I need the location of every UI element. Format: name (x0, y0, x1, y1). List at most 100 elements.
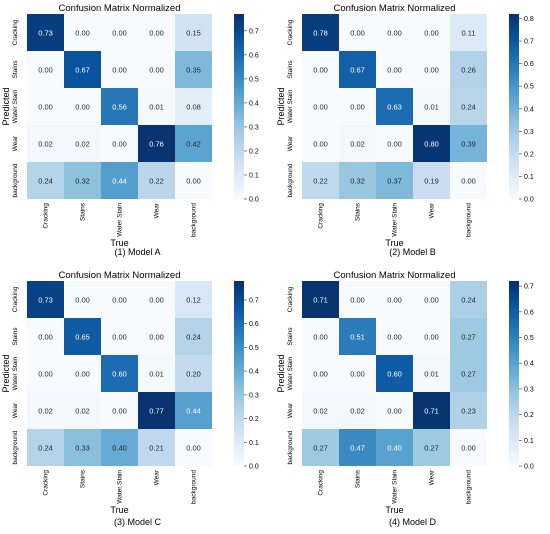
cell-value-label: 0.01 (424, 370, 439, 379)
cell-value-label: 0.00 (112, 407, 127, 416)
y-tick-label: Stains (287, 60, 294, 79)
x-tick-label: Water Stain (392, 470, 399, 504)
cell-value-label: 0.00 (313, 333, 328, 342)
cell-value-label: 0.20 (186, 370, 201, 379)
heatmap-cell (64, 355, 101, 392)
cell-value-label: 0.01 (424, 103, 439, 112)
cell-value-label: 0.40 (112, 444, 127, 453)
cell-value-label: 0.02 (350, 140, 365, 149)
cell-value-label: 0.33 (75, 444, 90, 453)
heatmap-cell (175, 14, 212, 51)
cell-value-label: 0.02 (38, 140, 53, 149)
x-tick-label: Water Stain (392, 203, 399, 237)
heatmap-cell (175, 281, 212, 318)
colorbar-tick-label: 0.0 (524, 197, 534, 204)
cell-value-label: 0.00 (424, 29, 439, 38)
heatmap-cell (27, 51, 64, 88)
cell-value-label: 0.32 (350, 177, 365, 186)
heatmap-cell (413, 355, 450, 392)
heatmap-cell (450, 429, 487, 466)
heatmap-cell (138, 88, 175, 125)
cell-value-label: 0.00 (112, 333, 127, 342)
cell-value-label: 0.27 (424, 444, 439, 453)
cell-value-label: 0.00 (38, 103, 53, 112)
y-tick-label: Water Stain (287, 356, 294, 390)
colorbar-tick-label: 0.5 (524, 84, 534, 91)
cell-value-label: 0.00 (38, 66, 53, 75)
heatmap-cell (27, 355, 64, 392)
heatmap-cell (101, 162, 138, 199)
y-axis-label: Predicted (1, 354, 11, 392)
cell-value-label: 0.78 (313, 29, 328, 38)
colorbar-tick-label: 0.7 (524, 39, 534, 46)
y-tick-label: background (287, 163, 294, 197)
heatmap-cell (101, 429, 138, 466)
colorbar-tick-label: 0.3 (249, 124, 259, 131)
cell-value-label: 0.77 (149, 407, 164, 416)
x-tick-label: background (191, 470, 198, 504)
cell-value-label: 0.02 (38, 407, 53, 416)
heatmap-cell (138, 429, 175, 466)
cell-value-label: 0.00 (387, 66, 402, 75)
x-tick-label: background (466, 470, 473, 504)
chart-title: Confusion Matrix Normalized (334, 3, 456, 14)
heatmap-cell (64, 429, 101, 466)
cell-value-label: 0.60 (112, 370, 127, 379)
heatmap-cell (339, 281, 376, 318)
heatmap-cell (413, 281, 450, 318)
chart-caption: (1) Model A (114, 247, 161, 257)
y-tick-label: Wear (12, 135, 19, 151)
heatmap-cell (64, 14, 101, 51)
panel-model-b: Confusion Matrix Normalized 0.78 0.00 0.00 0… (275, 0, 550, 267)
y-tick-label: background (12, 430, 19, 464)
cell-value-label: 0.00 (461, 177, 476, 186)
heatmap-cell (27, 392, 64, 429)
y-tick-label: background (12, 163, 19, 197)
colorbar-tick-label: 0.1 (524, 438, 534, 445)
heatmap-cell (101, 355, 138, 392)
heatmap-cell (450, 355, 487, 392)
heatmap-cell (376, 162, 413, 199)
cell-value-label: 0.00 (387, 333, 402, 342)
heatmap-cell (450, 318, 487, 355)
colorbar-tick-label: 0.5 (249, 345, 259, 352)
heatmap-cell (376, 51, 413, 88)
chart-title: Confusion Matrix Normalized (59, 270, 181, 281)
confusion-matrix-chart: Confusion Matrix Normalized 0.78 0.00 0.00 0… (276, 3, 534, 248)
x-tick-label: Stains (80, 202, 87, 221)
cell-value-label: 0.00 (38, 333, 53, 342)
cell-value-label: 0.39 (461, 140, 476, 149)
cell-value-label: 0.11 (461, 29, 475, 38)
cell-value-label: 0.23 (461, 407, 476, 416)
cell-value-label: 0.00 (38, 370, 53, 379)
heatmap-cell (302, 125, 339, 162)
chart-caption: (2) Model B (389, 247, 436, 257)
colorbar-tick-label: 0.2 (524, 151, 534, 158)
colorbar-tick-label: 0.8 (524, 16, 534, 23)
heatmap-cell (339, 429, 376, 466)
heatmap-cell (302, 429, 339, 466)
x-tick-label: Cracking (43, 470, 50, 496)
cell-value-label: 0.24 (461, 296, 476, 305)
cell-value-label: 0.00 (387, 407, 402, 416)
cell-value-label: 0.22 (313, 177, 328, 186)
cell-value-label: 0.00 (112, 66, 127, 75)
cell-value-label: 0.00 (149, 333, 164, 342)
cell-value-label: 0.00 (112, 29, 127, 38)
colorbar-tick-label: 0.6 (524, 61, 534, 68)
y-tick-label: Cracking (287, 19, 294, 45)
heatmap-cell (413, 429, 450, 466)
heatmap-cell (413, 51, 450, 88)
cell-value-label: 0.02 (313, 407, 328, 416)
cell-value-label: 0.24 (461, 103, 476, 112)
cell-value-label: 0.35 (186, 66, 201, 75)
heatmap-cell (101, 392, 138, 429)
heatmap-cell (376, 88, 413, 125)
heatmap-cell (413, 392, 450, 429)
colorbar-tick-label: 0.5 (524, 335, 534, 342)
y-tick-label: Wear (287, 135, 294, 151)
colorbar (234, 281, 244, 466)
heatmap-cell (175, 162, 212, 199)
cell-value-label: 0.12 (186, 296, 201, 305)
chart-title: Confusion Matrix Normalized (334, 270, 456, 281)
